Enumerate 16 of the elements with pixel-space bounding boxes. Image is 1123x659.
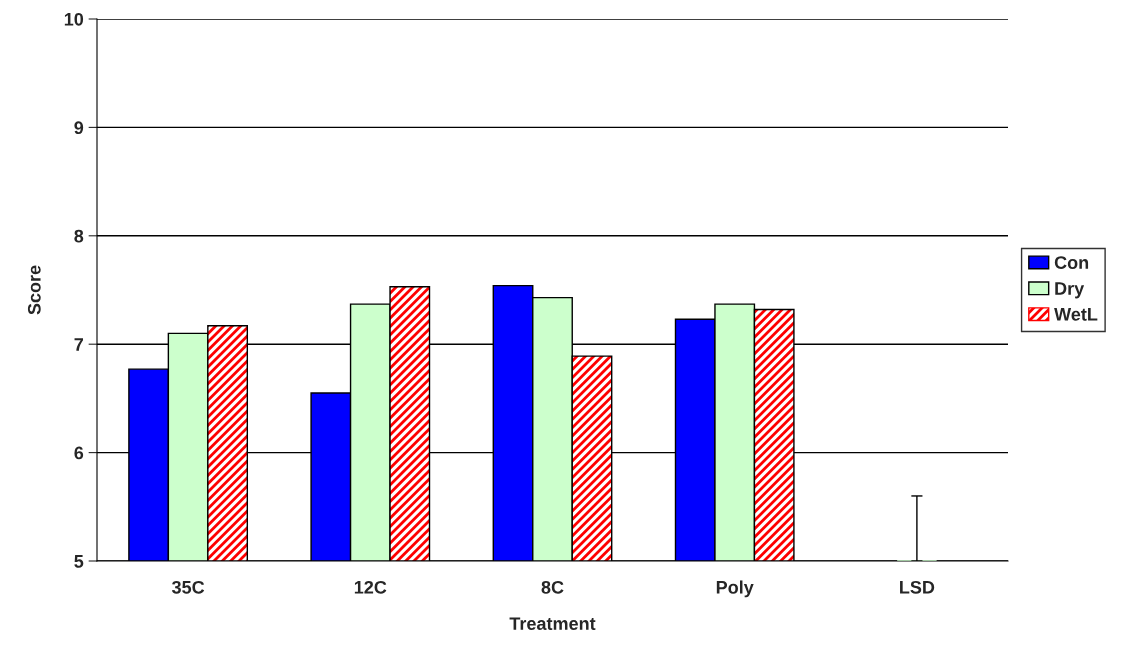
y-tick-label: 10	[64, 12, 84, 26]
x-tick-label: 8C	[541, 580, 564, 594]
y-tick-label: 5	[74, 555, 84, 568]
y-tick-label: 6	[74, 446, 84, 460]
legend-label: WetL	[1054, 308, 1098, 321]
y-tick-label: 7	[74, 338, 84, 351]
y-tick-label: 8	[74, 229, 84, 243]
x-tick-label: LSD	[900, 580, 935, 594]
x-axis-title: Treatment	[509, 617, 596, 630]
x-tick-label: Poly	[716, 580, 754, 598]
legend-label: Dry	[1055, 282, 1085, 299]
x-tick-label: 35C	[171, 580, 205, 594]
x-tick-label: 12C	[354, 580, 387, 594]
y-axis-title: Score	[27, 265, 41, 315]
y-tick-label: 9	[74, 121, 84, 135]
legend-label: Con	[1054, 256, 1089, 269]
